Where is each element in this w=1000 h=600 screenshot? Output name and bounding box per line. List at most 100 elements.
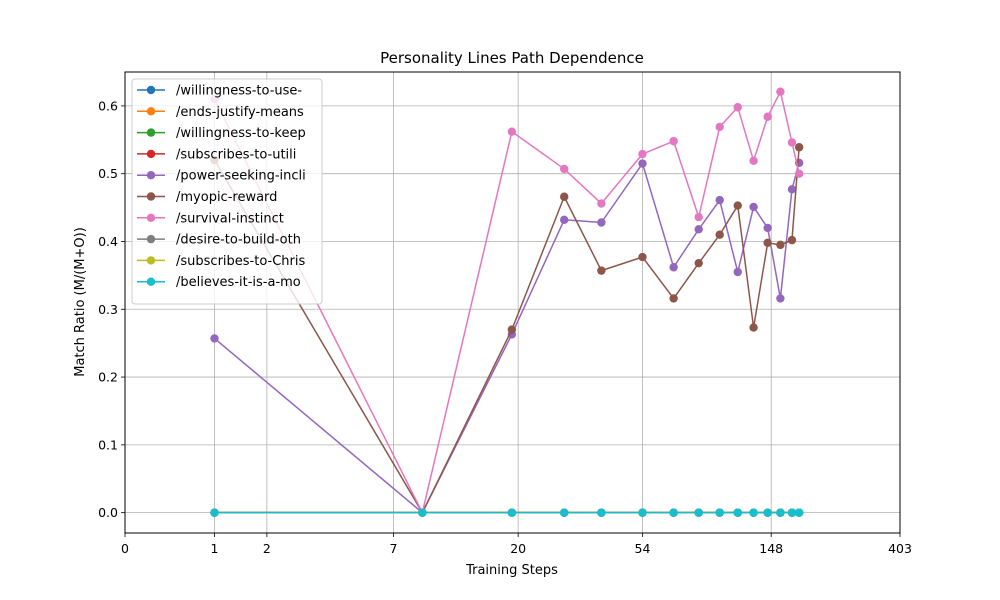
- y-tick-label: 0.5: [98, 166, 118, 181]
- data-point: [597, 508, 606, 517]
- y-tick-label: 0.3: [98, 302, 118, 317]
- data-point: [715, 122, 724, 132]
- legend-entry: /subscribes-to-utili: [137, 147, 296, 162]
- data-point: [787, 508, 797, 517]
- data-point: [418, 508, 427, 517]
- y-axis-title: Match Ratio (M/(M+O)): [73, 227, 88, 377]
- legend-marker: [146, 192, 156, 201]
- legend-frame: [131, 78, 323, 305]
- legend-entry: /desire-to-build-oth: [137, 233, 301, 248]
- data-point: [669, 294, 678, 303]
- data-point: [787, 185, 797, 194]
- data-point: [669, 508, 678, 517]
- y-tick-label: 0.1: [98, 437, 118, 452]
- data-point: [507, 325, 517, 334]
- data-point: [715, 195, 724, 205]
- data-point: [763, 223, 772, 233]
- data-point: [763, 112, 772, 121]
- data-point: [560, 215, 569, 224]
- data-point: [694, 508, 703, 517]
- data-point: [560, 508, 569, 517]
- data-point: [794, 508, 804, 517]
- data-point: [763, 508, 772, 517]
- data-point: [694, 212, 703, 222]
- x-tick-label: 403: [888, 541, 912, 556]
- legend-marker: [146, 107, 156, 116]
- legend-marker: [146, 234, 156, 244]
- data-point: [694, 225, 703, 234]
- data-point: [638, 149, 647, 159]
- data-point: [794, 169, 804, 178]
- series-lines: [210, 87, 804, 517]
- data-point: [210, 334, 219, 343]
- data-point: [763, 238, 772, 248]
- data-point: [776, 87, 785, 96]
- data-point: [638, 159, 647, 168]
- legend-label: /desire-to-build-oth: [176, 233, 301, 248]
- legend-marker: [146, 256, 156, 265]
- data-point: [638, 508, 647, 517]
- legend-label: /subscribes-to-Chris: [176, 254, 305, 269]
- legend-marker: [146, 213, 156, 222]
- data-point: [715, 508, 724, 517]
- legend-entry: /ends-justify-means: [137, 105, 304, 120]
- x-tick-label: 2: [263, 541, 271, 556]
- y-tick-label: 0.2: [98, 370, 118, 385]
- series-group: [210, 87, 804, 517]
- legend-label: /willingness-to-keep: [176, 126, 306, 141]
- legend-marker: [146, 171, 156, 180]
- data-point: [669, 263, 678, 272]
- legend-marker: [146, 149, 156, 159]
- data-point: [776, 240, 785, 250]
- legend-label: /myopic-reward: [176, 190, 277, 205]
- data-point: [669, 136, 678, 146]
- y-tick-label: 0.4: [98, 234, 118, 249]
- data-point: [694, 258, 703, 268]
- x-tick-label: 0: [121, 541, 129, 556]
- legend-label: /survival-instinct: [176, 211, 284, 226]
- series-group: [210, 158, 804, 517]
- legend-entry: /survival-instinct: [137, 211, 284, 226]
- data-point: [597, 199, 606, 208]
- series-group: [210, 508, 804, 517]
- legend-entry: /willingness-to-keep: [137, 126, 306, 141]
- x-tick-label: 148: [759, 541, 783, 556]
- legend-entry: /myopic-reward: [137, 190, 277, 205]
- data-point: [597, 218, 606, 227]
- data-point: [733, 267, 742, 277]
- data-point: [507, 127, 517, 136]
- data-point: [787, 235, 797, 245]
- legend-entry: /willingness-to-use-: [137, 84, 302, 99]
- data-point: [715, 230, 724, 239]
- legend-label: /believes-it-is-a-mo: [176, 275, 301, 290]
- data-point: [749, 323, 758, 332]
- legend-label: /subscribes-to-utili: [176, 147, 296, 162]
- legend-entry: /subscribes-to-Chris: [137, 254, 305, 269]
- data-point: [794, 143, 804, 152]
- legend-label: /power-seeking-incli: [176, 169, 306, 184]
- data-point: [210, 508, 219, 517]
- legend-label: /willingness-to-use-: [176, 84, 302, 99]
- data-point: [733, 508, 742, 517]
- data-point: [560, 164, 569, 174]
- data-point: [776, 294, 785, 303]
- data-point: [733, 103, 742, 112]
- data-point: [733, 201, 742, 210]
- data-point: [787, 138, 797, 147]
- legend-marker: [146, 128, 156, 137]
- legend-entry: /believes-it-is-a-mo: [137, 275, 301, 290]
- x-axis-title: Training Steps: [465, 563, 558, 578]
- legend-label: /ends-justify-means: [176, 105, 304, 120]
- data-point: [638, 252, 647, 262]
- legend-marker: [146, 277, 156, 286]
- legend: /willingness-to-use- /ends-justify-means /…: [131, 78, 323, 305]
- legend-marker: [146, 85, 156, 95]
- axis-ticks: 0 1 2 7 20 54 148 403 0.0 0.1 0.2 0.3 0.4 0.5 0.6: [98, 98, 912, 556]
- x-tick-label: 1: [211, 541, 219, 556]
- legend-entry: /power-seeking-incli: [137, 169, 306, 184]
- x-tick-label: 7: [390, 541, 398, 556]
- data-point: [597, 266, 606, 275]
- data-point: [776, 508, 785, 517]
- data-point: [749, 202, 758, 212]
